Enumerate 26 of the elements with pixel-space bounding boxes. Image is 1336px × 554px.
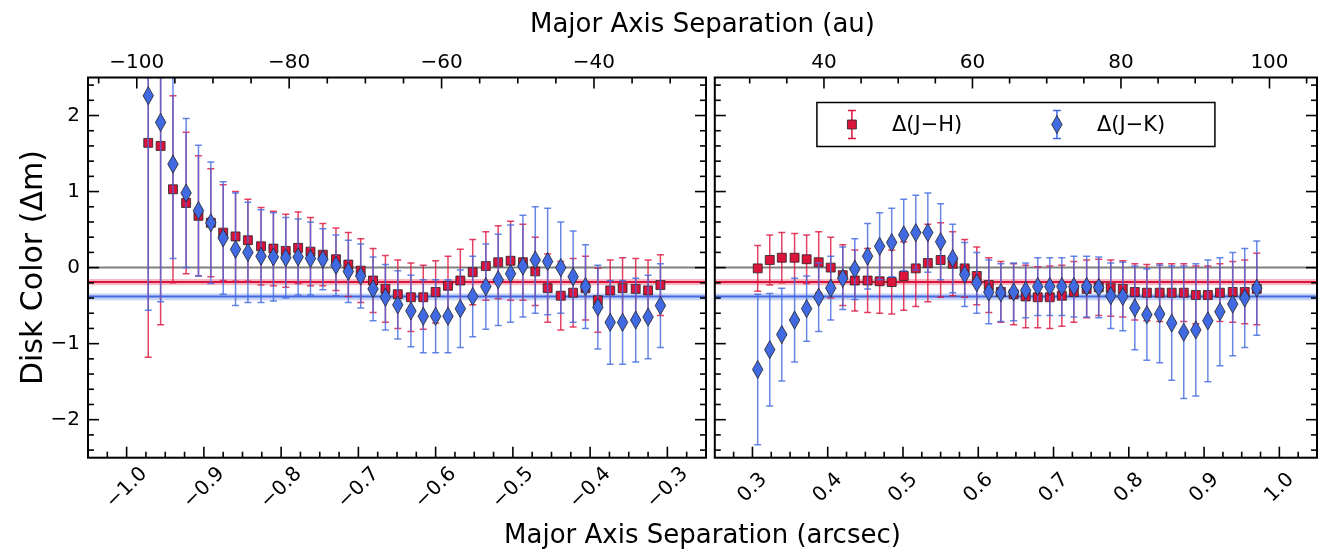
x2-tick-label: −80 <box>268 48 311 73</box>
y-tick-label: 2 <box>67 102 80 127</box>
x2-tick-label: −60 <box>420 48 463 73</box>
x2-axis-title: Major Axis Separation (au) <box>530 8 875 38</box>
x-tick-label: 0.4 <box>806 466 847 507</box>
y-tick-label: −2 <box>50 406 80 431</box>
x2-tick-label: 60 <box>959 48 986 73</box>
x-tick-label: 0.7 <box>1032 466 1073 507</box>
x2-tick-label: 40 <box>811 48 837 73</box>
x-axis-title: Major Axis Separation (arcsec) <box>504 519 901 549</box>
x-tick-label: 0.6 <box>957 466 997 507</box>
y-tick-label: 1 <box>67 178 80 203</box>
y-tick-label: −1 <box>50 330 80 355</box>
y-tick-label: 0 <box>67 254 80 279</box>
x-tick-label: 0.3 <box>731 466 772 507</box>
x-tick-label: 0.9 <box>1183 466 1223 507</box>
x-tick-label: 0.8 <box>1108 466 1148 507</box>
legend-label: Δ(J−H) <box>891 111 963 136</box>
y-axis-title: Disk Color (Δm) <box>13 150 49 386</box>
x-tick-label: 1.0 <box>1258 466 1299 507</box>
x2-tick-label: 80 <box>1108 48 1134 73</box>
x-tick-label: 0.5 <box>882 466 922 507</box>
x2-tick-label: −40 <box>572 48 616 73</box>
x2-tick-label: 100 <box>1250 48 1289 73</box>
legend-label: Δ(J−K) <box>1096 111 1166 136</box>
x2-tick-label: −100 <box>109 48 165 73</box>
